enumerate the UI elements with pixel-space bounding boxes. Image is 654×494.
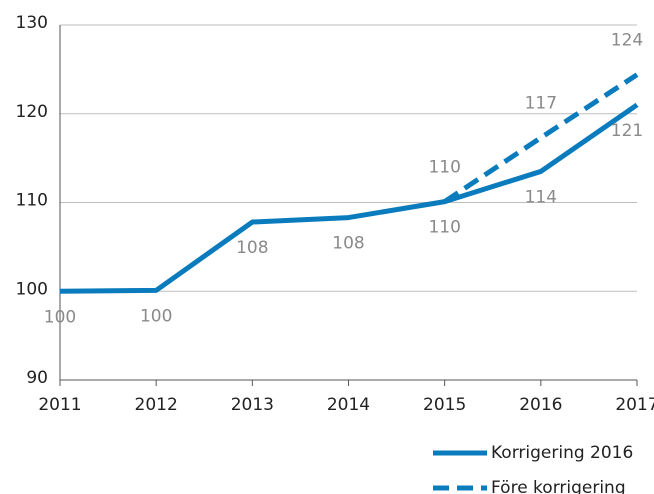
y-tick-label: 100 <box>16 279 48 299</box>
line-series <box>59 102 639 294</box>
x-tick-label: 2017 <box>615 395 654 415</box>
data-label: 124 <box>611 31 643 51</box>
data-label: 108 <box>332 234 364 254</box>
legend-label: Korrigering 2016 <box>491 443 633 463</box>
legend-label: Före korrigering <box>491 478 626 494</box>
x-tick-label: 2012 <box>135 395 178 415</box>
data-label: 114 <box>525 187 557 207</box>
y-tick-label: 130 <box>16 13 48 33</box>
x-tick-label: 2014 <box>327 395 370 415</box>
y-tick-label: 120 <box>16 102 48 122</box>
line-series <box>443 72 639 204</box>
data-label: 110 <box>428 158 460 178</box>
x-tick-label: 2016 <box>519 395 562 415</box>
x-tick-label: 2015 <box>423 395 466 415</box>
y-tick-label: 90 <box>26 368 48 388</box>
data-label: 100 <box>140 306 172 326</box>
data-label: 110 <box>428 218 460 238</box>
data-label: 117 <box>525 94 557 114</box>
x-tick-label: 2013 <box>231 395 274 415</box>
data-label: 121 <box>611 121 643 141</box>
x-tick-label: 2011 <box>38 395 81 415</box>
y-tick-label: 110 <box>16 191 48 211</box>
data-label: 100 <box>44 307 76 327</box>
data-label: 108 <box>236 238 268 258</box>
